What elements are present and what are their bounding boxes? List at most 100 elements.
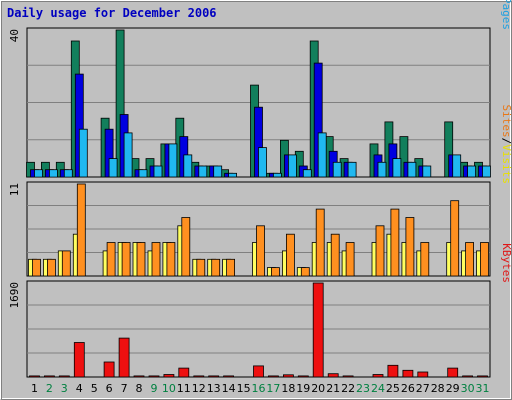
- bar-pages-21: [332, 161, 342, 178]
- panel-hits-files-pages: 40 Hits/Files/Pages: [8, 0, 512, 178]
- bar-kbytes-30: [462, 375, 474, 378]
- day-label-20: 20: [311, 382, 325, 395]
- day-label-27: 27: [416, 382, 430, 395]
- bar-pages-11: [183, 154, 193, 178]
- max-label: 11: [8, 183, 21, 196]
- chart-panels: 40 Hits/Files/Pages 11 Sites/Visits 1690 KByt…: [8, 0, 512, 378]
- bar-sites-7: [121, 242, 131, 277]
- day-label-14: 14: [222, 382, 236, 395]
- chart-title: Daily usage for December 2006: [7, 6, 217, 20]
- bar-sites-12: [196, 258, 206, 277]
- bar-pages-24: [377, 161, 387, 178]
- bar-sites-2: [47, 258, 56, 277]
- series-label: Visits: [500, 144, 512, 184]
- bar-pages-18: [287, 154, 297, 178]
- day-label-26: 26: [401, 382, 415, 395]
- bar-sites-20: [315, 208, 325, 277]
- bar-pages-27: [422, 165, 432, 178]
- series-legend: Sites/Visits: [500, 105, 512, 185]
- day-labels: 1 2 3 4 5 6 7 8 9 10 11 12 13 14 15 16 17 18 19 20 21 22 23 24 2…: [31, 382, 490, 395]
- day-label-25: 25: [386, 382, 400, 395]
- bar-pages-16: [258, 147, 267, 178]
- series-label: Pages: [500, 0, 512, 30]
- bar-sites-24: [375, 225, 385, 277]
- bar-kbytes-1: [29, 375, 40, 378]
- series-kbytes: [29, 282, 488, 378]
- bar-kbytes-11: [178, 367, 190, 378]
- day-label-21: 21: [326, 382, 340, 395]
- day-label-13: 13: [207, 382, 221, 395]
- bar-pages-7: [123, 132, 133, 178]
- bar-kbytes-25: [387, 364, 399, 378]
- bar-sites-4: [76, 183, 86, 277]
- day-label-19: 19: [296, 382, 310, 395]
- day-label-30: 30: [461, 382, 475, 395]
- bar-sites-6: [106, 242, 116, 277]
- bar-kbytes-27: [417, 371, 429, 378]
- max-label: 40: [8, 29, 21, 42]
- bar-sites-1: [32, 258, 41, 277]
- bar-sites-27: [420, 242, 430, 277]
- bar-kbytes-26: [402, 369, 414, 378]
- day-label-12: 12: [192, 382, 206, 395]
- bar-kbytes-12: [193, 375, 205, 378]
- series-legend: Hits/Files/Pages: [500, 0, 512, 30]
- bar-pages-8: [138, 169, 148, 178]
- bar-pages-6: [108, 158, 118, 178]
- series-label: KBytes: [500, 243, 512, 283]
- bar-kbytes-13: [208, 375, 220, 378]
- bar-kbytes-4: [73, 342, 85, 378]
- day-label-22: 22: [341, 382, 355, 395]
- bar-pages-2: [49, 169, 58, 178]
- bar-kbytes-8: [133, 375, 145, 378]
- day-label-23: 23: [356, 382, 370, 395]
- bar-sites-21: [330, 233, 340, 277]
- bar-pages-30: [467, 165, 477, 178]
- series-label: Sites: [500, 105, 512, 138]
- bar-kbytes-3: [58, 375, 70, 378]
- day-label-4: 4: [76, 382, 83, 395]
- bar-kbytes-29: [447, 367, 459, 378]
- bar-kbytes-6: [103, 361, 115, 378]
- bar-pages-20: [317, 132, 327, 178]
- bar-pages-12: [198, 165, 208, 178]
- series-pages: [34, 128, 491, 178]
- bar-kbytes-19: [297, 375, 309, 378]
- bar-kbytes-22: [342, 375, 354, 378]
- bar-pages-25: [392, 158, 402, 178]
- bar-pages-4: [78, 128, 88, 178]
- day-label-2: 2: [46, 382, 53, 395]
- bar-sites-17: [270, 267, 280, 277]
- bar-kbytes-17: [267, 375, 279, 378]
- bar-pages-1: [34, 169, 43, 178]
- bar-sites-9: [151, 242, 161, 277]
- bar-kbytes-16: [253, 365, 264, 378]
- day-label-9: 9: [151, 382, 158, 395]
- day-label-17: 17: [266, 382, 280, 395]
- day-label-28: 28: [431, 382, 445, 395]
- bar-sites-10: [166, 242, 176, 277]
- day-label-7: 7: [121, 382, 128, 395]
- bar-sites-29: [450, 200, 460, 277]
- day-label-15: 15: [237, 382, 251, 395]
- bar-kbytes-10: [163, 374, 175, 378]
- bar-kbytes-24: [372, 374, 384, 378]
- bar-sites-31: [480, 242, 489, 277]
- day-label-18: 18: [281, 382, 295, 395]
- bar-sites-16: [256, 225, 265, 277]
- bar-sites-14: [226, 258, 236, 277]
- bar-kbytes-7: [118, 337, 130, 378]
- bar-pages-29: [452, 154, 462, 178]
- bar-sites-30: [465, 242, 475, 277]
- panel-visits-sites: 11 Sites/Visits: [8, 105, 512, 277]
- bar-pages-19: [302, 169, 312, 178]
- bar-sites-8: [136, 242, 146, 277]
- bar-pages-3: [63, 169, 73, 178]
- day-label-1: 1: [31, 382, 38, 395]
- bar-sites-26: [405, 217, 415, 277]
- day-label-8: 8: [136, 382, 143, 395]
- panel-kbytes: 1690 KBytes: [8, 243, 512, 378]
- bar-pages-10: [168, 143, 178, 178]
- day-label-16: 16: [252, 382, 266, 395]
- bar-pages-17: [272, 172, 282, 178]
